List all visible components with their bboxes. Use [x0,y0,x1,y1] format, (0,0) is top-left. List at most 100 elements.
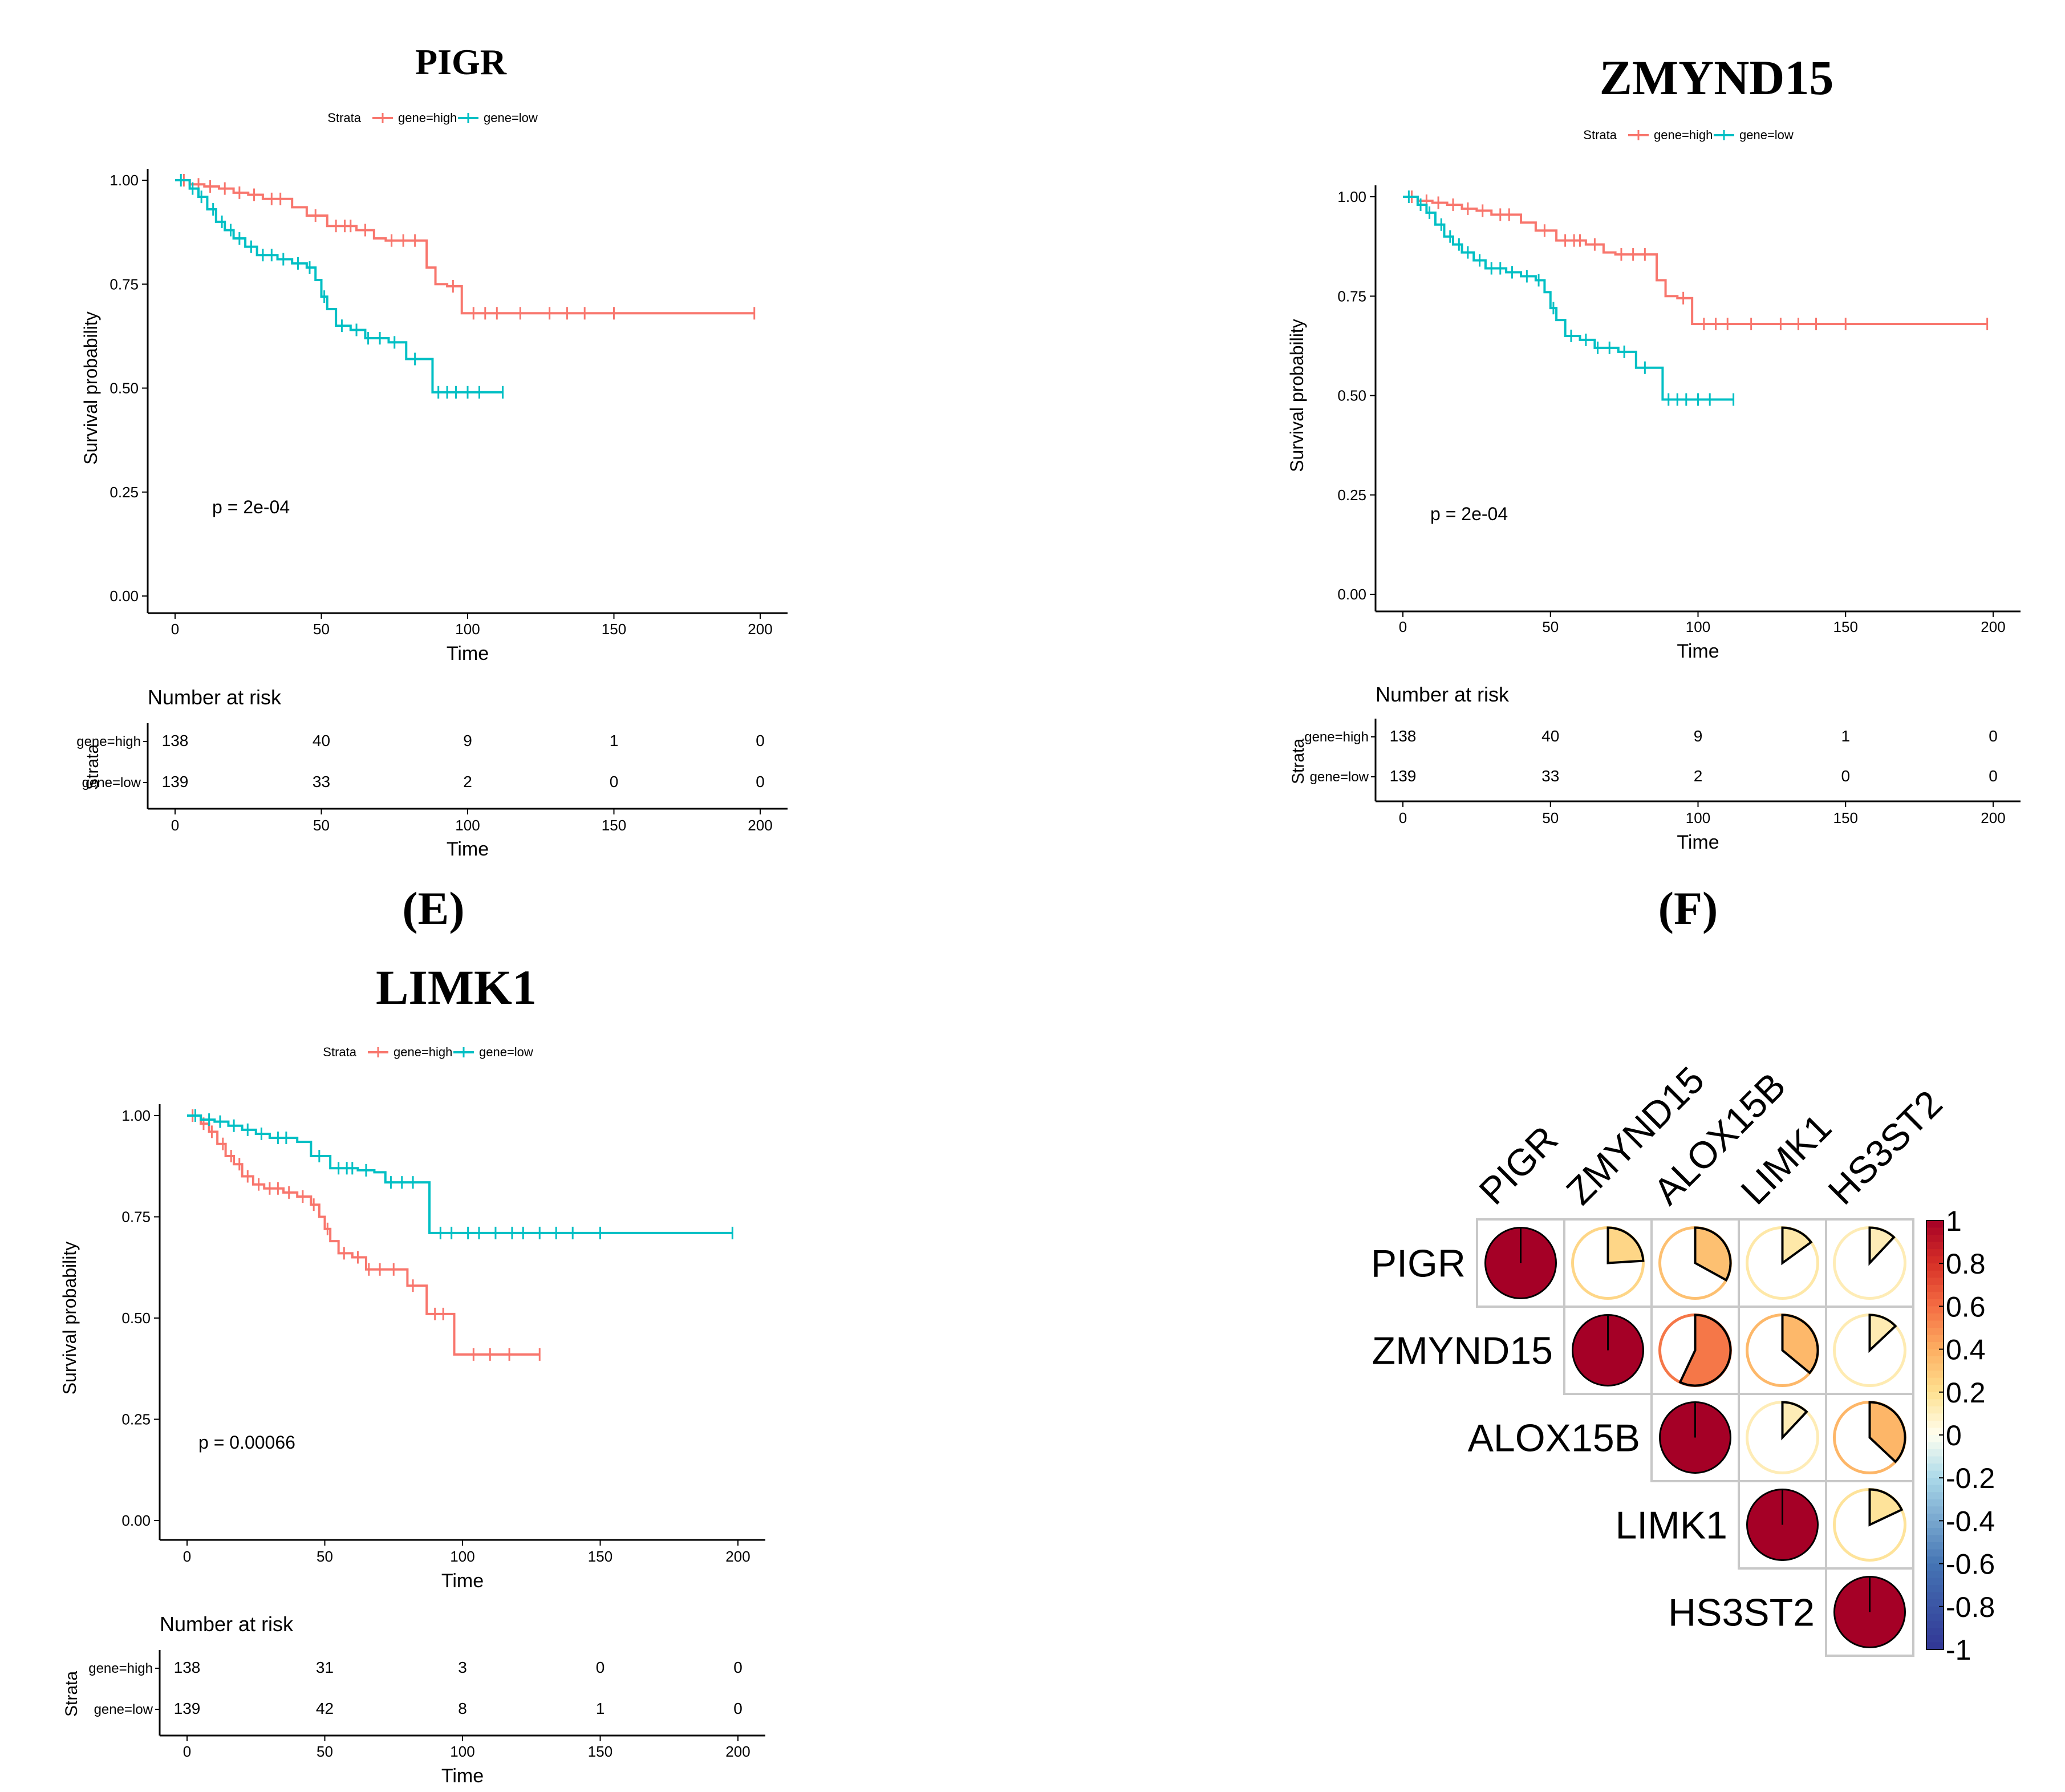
risk-table-x-axis-title: Time [1677,832,1719,853]
legend-entry-gene-high: gene=high [393,1045,452,1059]
colorbar-segment [1926,1485,1944,1493]
risk-count: 3 [458,1659,467,1676]
x-tick-label: 200 [725,1548,750,1565]
colorbar-segment [1926,1571,1944,1579]
risk-table-x-tick-label: 100 [455,817,480,834]
risk-count: 9 [1694,727,1703,745]
colorbar-segment [1926,1406,1944,1414]
y-tick-label: 0.00 [1337,586,1366,603]
colorbar-segment [1926,1527,1944,1536]
colorbar-segment [1926,1563,1944,1572]
risk-table-x-tick-label: 150 [588,1743,612,1760]
x-tick-label: 50 [313,621,330,638]
risk-count: 138 [162,732,189,749]
risk-table-x-tick-label: 100 [1686,809,1710,826]
p-value-label: p = 0.00066 [198,1432,295,1453]
row-label-hs3st2: HS3ST2 [1668,1591,1815,1635]
risk-count: 0 [610,773,619,790]
x-tick-label: 0 [1399,618,1407,635]
colorbar-segment [1926,1371,1944,1379]
x-axis-title: Time [447,643,489,664]
colorbar-segment [1926,1242,1944,1250]
colorbar-segment [1926,1506,1944,1514]
y-tick-label: 0.50 [109,380,139,397]
colorbar-segment [1926,1256,1944,1264]
colorbar-segment [1926,1542,1944,1550]
colorbar-segment [1926,1385,1944,1393]
colorbar-segment [1926,1513,1944,1522]
colorbar-segment [1926,1478,1944,1486]
risk-table-row-label-gene-low: gene=low [94,1702,153,1717]
risk-count: 31 [316,1659,334,1676]
risk-table-x-tick-label: 200 [725,1743,750,1760]
risk-count: 139 [1390,767,1417,785]
risk-count: 0 [756,732,765,749]
corr-pie [1868,1226,1896,1266]
risk-count: 139 [174,1700,201,1717]
colorbar-segment [1926,1227,1944,1236]
corr-pie [1868,1488,1904,1527]
risk-table-x-tick-label: 200 [748,817,772,834]
panel-label-f: (F) [1658,882,1718,934]
y-tick-label: 0.50 [121,1309,151,1327]
risk-table-row-label-gene-low: gene=low [1310,769,1369,785]
colorbar-segment [1926,1535,1944,1543]
colorbar-segment [1926,1521,1944,1529]
colorbar-segment [1926,1270,1944,1279]
colorbar-tick-label: -0.4 [1946,1505,1995,1537]
survival-curve-gene-low [1403,196,1734,401]
risk-count: 33 [313,773,330,790]
colorbar-segment [1926,1284,1944,1293]
y-tick-label: 0.50 [1337,387,1366,404]
colorbar-segment [1926,1463,1944,1471]
colorbar-segment [1926,1413,1944,1421]
y-tick-label: 0.25 [1337,486,1366,504]
risk-count: 8 [458,1700,467,1717]
colorbar-segment [1926,1435,1944,1443]
risk-count: 2 [463,773,472,790]
y-tick-label: 0.75 [109,275,139,293]
y-tick-label: 0.25 [109,484,139,501]
risk-table-strata-label: Strata [62,1671,81,1717]
risk-table-x-tick-label: 0 [183,1743,191,1760]
risk-table-row-label-gene-high: gene=high [88,1661,153,1676]
x-tick-label: 150 [602,621,626,638]
colorbar-tick-label: 0.8 [1946,1248,1986,1280]
risk-count: 0 [1989,727,1998,745]
colorbar-segment [1926,1356,1944,1364]
risk-table-title: Number at risk [148,686,282,709]
risk-table-x-tick-label: 150 [602,817,626,834]
x-tick-label: 200 [1981,618,2005,635]
colorbar-segment [1926,1221,1944,1229]
chart-title: PIGR [415,42,507,82]
risk-table-x-tick-label: 100 [450,1743,474,1760]
risk-table-title: Number at risk [160,1612,294,1636]
legend-entry-gene-low: gene=low [484,111,538,125]
colorbar-segment [1926,1420,1944,1429]
risk-table-x-tick-label: 150 [1833,809,1858,826]
survival-curve-gene-high [175,179,754,315]
colorbar-segment [1926,1599,1944,1607]
x-axis-title: Time [1677,640,1719,662]
colorbar-segment [1926,1320,1944,1328]
chart-title: LIMK1 [376,960,537,1015]
risk-count: 33 [1541,767,1559,785]
risk-count: 40 [1541,727,1559,745]
risk-count: 1 [1841,727,1850,745]
y-tick-label: 0.00 [121,1512,151,1529]
colorbar-segment [1926,1278,1944,1286]
chart-title: ZMYND15 [1600,50,1834,105]
colorbar-segment [1926,1263,1944,1271]
legend-entry-gene-low: gene=low [479,1045,533,1059]
colorbar-tick-label: 0.4 [1946,1334,1986,1366]
risk-table-x-tick-label: 50 [1542,809,1559,826]
risk-table-row-label-gene-high: gene=high [1304,729,1369,745]
colorbar-segment [1926,1470,1944,1479]
corr-pie [1868,1313,1897,1353]
colorbar-tick-label: 0.2 [1946,1377,1986,1409]
row-label-pigr: PIGR [1371,1242,1466,1286]
risk-count: 0 [733,1659,743,1676]
legend: Strata gene=high gene=low [1583,128,1794,142]
colorbar-tick-label: 1 [1946,1205,1962,1237]
